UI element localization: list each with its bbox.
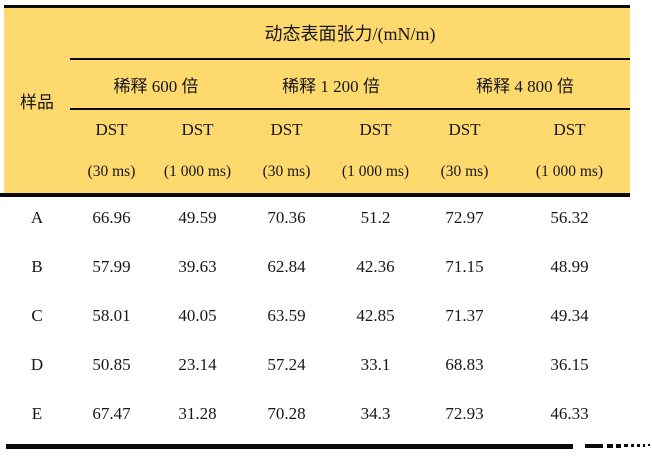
dilution-group-1200: 稀释 1 200 倍 <box>242 59 420 110</box>
value-cell: 67.47 <box>70 389 153 438</box>
table-title: 动态表面张力/(mN/m) <box>70 8 630 60</box>
bottom-rule-fragments <box>0 444 652 450</box>
value-cell: 72.93 <box>420 389 509 438</box>
value-cell: 46.33 <box>509 389 630 438</box>
table-bottom-rule <box>6 444 573 449</box>
subheader-time: (30 ms) <box>242 150 331 193</box>
header-separator-rule <box>0 193 630 197</box>
table-row: D 50.85 23.14 57.24 33.1 68.83 36.15 <box>4 340 630 389</box>
value-cell: 33.1 <box>331 340 420 389</box>
sample-label: B <box>4 242 70 291</box>
value-cell: 34.3 <box>331 389 420 438</box>
table-row: B 57.99 39.63 62.84 42.36 71.15 48.99 <box>4 242 630 291</box>
subheader-time: (1 000 ms) <box>153 150 242 193</box>
value-cell: 57.24 <box>242 340 331 389</box>
subheader-time: (1 000 ms) <box>331 150 420 193</box>
rule-fragment <box>631 444 634 447</box>
subheader-dst: DST <box>242 109 331 150</box>
value-cell: 56.32 <box>509 193 630 242</box>
value-cell: 72.97 <box>420 193 509 242</box>
rule-fragment <box>616 444 621 448</box>
value-cell: 23.14 <box>153 340 242 389</box>
sample-label: E <box>4 389 70 438</box>
value-cell: 58.01 <box>70 291 153 340</box>
table-row: C 58.01 40.05 63.59 42.85 71.37 49.34 <box>4 291 630 340</box>
value-cell: 63.59 <box>242 291 331 340</box>
value-cell: 71.37 <box>420 291 509 340</box>
value-cell: 70.36 <box>242 193 331 242</box>
subheader-time: (30 ms) <box>420 150 509 193</box>
value-cell: 42.36 <box>331 242 420 291</box>
subheader-dst: DST <box>331 109 420 150</box>
value-cell: 70.28 <box>242 389 331 438</box>
table-row: A 66.96 49.59 70.36 51.2 72.97 56.32 <box>4 193 630 242</box>
subheader-dst: DST <box>153 109 242 150</box>
value-cell: 50.85 <box>70 340 153 389</box>
subheader-time: (30 ms) <box>70 150 153 193</box>
sample-label: D <box>4 340 70 389</box>
dilution-group-600: 稀释 600 倍 <box>70 59 242 110</box>
rule-fragment <box>648 444 650 446</box>
sample-column-header: 样品 <box>4 8 70 193</box>
value-cell: 57.99 <box>70 242 153 291</box>
value-cell: 39.63 <box>153 242 242 291</box>
value-cell: 42.85 <box>331 291 420 340</box>
subheader-dst: DST <box>509 109 630 150</box>
rule-fragment <box>624 444 628 447</box>
value-cell: 36.15 <box>509 340 630 389</box>
value-cell: 68.83 <box>420 340 509 389</box>
value-cell: 71.15 <box>420 242 509 291</box>
value-cell: 31.28 <box>153 389 242 438</box>
value-cell: 51.2 <box>331 193 420 242</box>
value-cell: 66.96 <box>70 193 153 242</box>
table-row: E 67.47 31.28 70.28 34.3 72.93 46.33 <box>4 389 630 438</box>
value-cell: 49.59 <box>153 193 242 242</box>
value-cell: 48.99 <box>509 242 630 291</box>
subheader-dst: DST <box>420 109 509 150</box>
value-cell: 49.34 <box>509 291 630 340</box>
value-cell: 62.84 <box>242 242 331 291</box>
dynamic-surface-tension-table: 样品 动态表面张力/(mN/m) 稀释 600 倍 稀释 1 200 倍 稀释 … <box>4 8 630 438</box>
value-cell: 40.05 <box>153 291 242 340</box>
sample-label: A <box>4 193 70 242</box>
dilution-group-4800: 稀释 4 800 倍 <box>420 59 630 110</box>
rule-fragment <box>643 444 645 447</box>
subheader-time: (1 000 ms) <box>509 150 630 193</box>
rule-fragment <box>585 444 603 448</box>
rule-fragment <box>637 444 640 447</box>
subheader-dst: DST <box>70 109 153 150</box>
rule-fragment <box>607 444 613 448</box>
sample-label: C <box>4 291 70 340</box>
table-top-rule <box>4 5 630 8</box>
